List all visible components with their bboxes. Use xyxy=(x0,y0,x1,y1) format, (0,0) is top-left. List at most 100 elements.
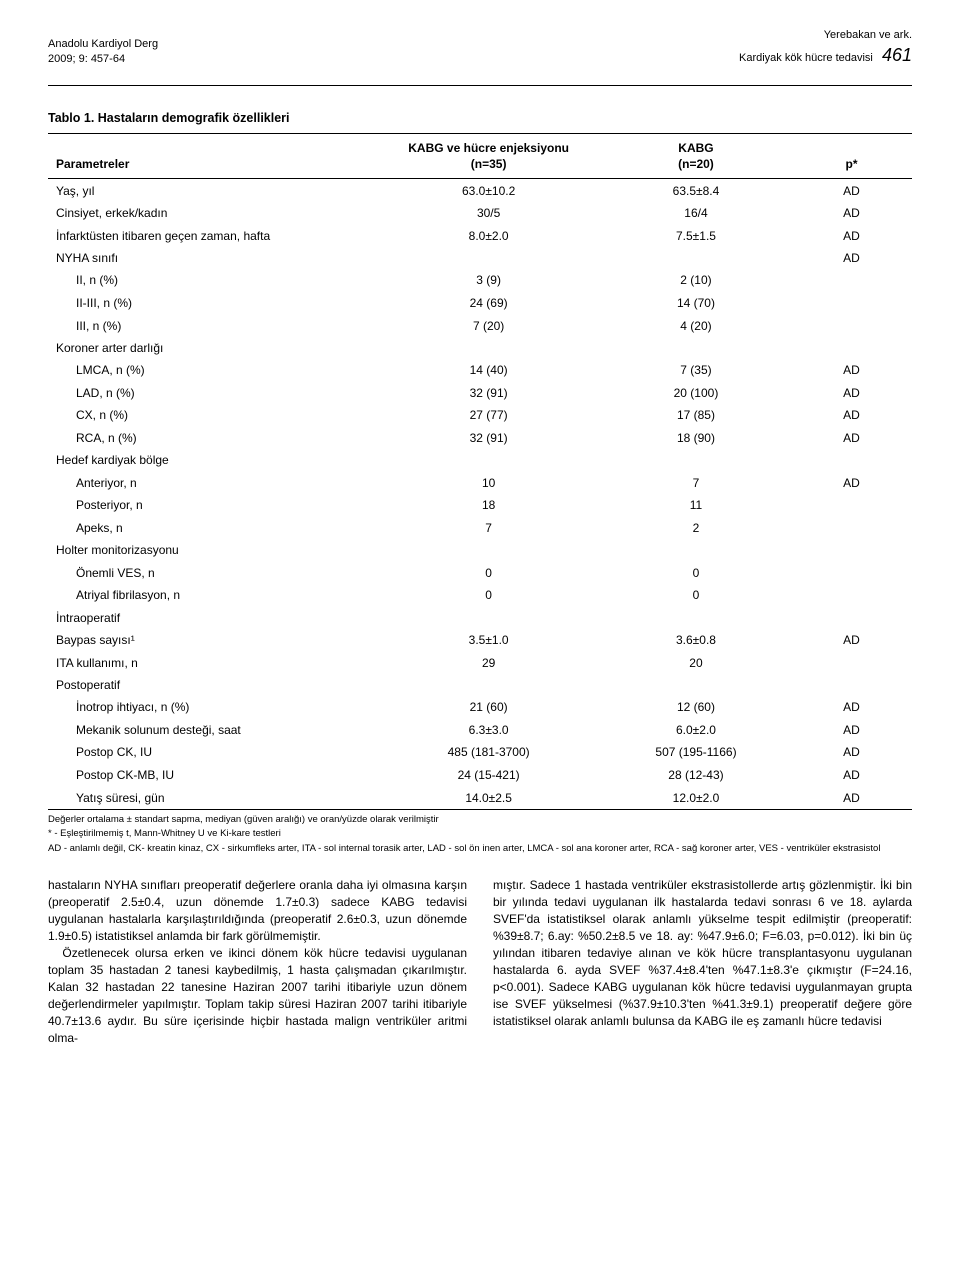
table-row: Baypas sayısı¹3.5±1.03.6±0.8AD xyxy=(48,629,912,652)
cell-label: İntraoperatif xyxy=(48,607,376,629)
cell-v2: 14 (70) xyxy=(601,292,791,315)
cell-v1: 29 xyxy=(376,651,601,674)
cell-p: AD xyxy=(791,225,912,248)
cell-label: Yaş, yıl xyxy=(48,179,376,202)
cell-v2: 507 (195-1166) xyxy=(601,741,791,764)
footnote-line: Değerler ortalama ± standart sapma, medi… xyxy=(48,814,912,826)
cell-v2: 7 (35) xyxy=(601,359,791,382)
cell-label: İnfarktüsten itibaren geçen zaman, hafta xyxy=(48,225,376,248)
cell-label: Postop CK-MB, IU xyxy=(48,764,376,787)
cell-v2: 28 (12-43) xyxy=(601,764,791,787)
col-group2-n: (n=20) xyxy=(678,157,714,171)
cell-v1 xyxy=(376,539,601,561)
demographics-table: Parametreler KABG ve hücre enjeksiyonu (… xyxy=(48,133,912,810)
paragraph: mıştır. Sadece 1 hastada ventriküler eks… xyxy=(493,877,912,1030)
cell-label: Koroner arter darlığı xyxy=(48,337,376,359)
cell-label: II, n (%) xyxy=(48,269,376,292)
cell-v1: 21 (60) xyxy=(376,696,601,719)
cell-p: AD xyxy=(791,741,912,764)
cell-p: AD xyxy=(791,719,912,742)
cell-label: LAD, n (%) xyxy=(48,382,376,405)
cell-v2: 7 xyxy=(601,472,791,495)
table-row: Yatış süresi, gün14.0±2.512.0±2.0AD xyxy=(48,786,912,809)
table-row: ITA kullanımı, n2920 xyxy=(48,651,912,674)
cell-v2: 20 xyxy=(601,651,791,674)
cell-label: Cinsiyet, erkek/kadın xyxy=(48,202,376,225)
cell-v1: 18 xyxy=(376,494,601,517)
table-row: Postop CK-MB, IU24 (15-421)28 (12-43)AD xyxy=(48,764,912,787)
cell-v2: 2 xyxy=(601,517,791,540)
cell-p xyxy=(791,674,912,696)
table-row: Postoperatif xyxy=(48,674,912,696)
cell-p xyxy=(791,561,912,584)
cell-label: II-III, n (%) xyxy=(48,292,376,315)
header-left: Anadolu Kardiyol Derg 2009; 9: 457-64 xyxy=(48,37,158,67)
table-row: CX, n (%)27 (77)17 (85)AD xyxy=(48,404,912,427)
table-row: Yaş, yıl63.0±10.263.5±8.4AD xyxy=(48,179,912,202)
cell-v2: 16/4 xyxy=(601,202,791,225)
cell-label: Hedef kardiyak bölge xyxy=(48,449,376,471)
table-body: Yaş, yıl63.0±10.263.5±8.4ADCinsiyet, erk… xyxy=(48,179,912,810)
table-row: Apeks, n72 xyxy=(48,517,912,540)
header-right: Yerebakan ve ark. Kardiyak kök hücre ted… xyxy=(739,28,912,67)
table-row: Atriyal fibrilasyon, n00 xyxy=(48,584,912,607)
cell-v2 xyxy=(601,674,791,696)
cell-p xyxy=(791,517,912,540)
cell-label: Postoperatif xyxy=(48,674,376,696)
cell-label: NYHA sınıfı xyxy=(48,247,376,269)
cell-v1: 63.0±10.2 xyxy=(376,179,601,202)
cell-label: LMCA, n (%) xyxy=(48,359,376,382)
cell-v2: 18 (90) xyxy=(601,427,791,450)
cell-p: AD xyxy=(791,696,912,719)
cell-p xyxy=(791,337,912,359)
cell-p: AD xyxy=(791,359,912,382)
body-text: hastaların NYHA sınıfları preoperatif de… xyxy=(48,877,912,1047)
cell-v1: 10 xyxy=(376,472,601,495)
cell-v1: 24 (69) xyxy=(376,292,601,315)
cell-v2 xyxy=(601,337,791,359)
table-footnotes: Değerler ortalama ± standart sapma, medi… xyxy=(48,814,912,855)
col-group2-label: KABG xyxy=(678,141,713,155)
cell-v1: 27 (77) xyxy=(376,404,601,427)
cell-v2: 11 xyxy=(601,494,791,517)
cell-label: Anteriyor, n xyxy=(48,472,376,495)
table-row: Posteriyor, n1811 xyxy=(48,494,912,517)
page-number: 461 xyxy=(882,45,912,65)
cell-v1: 7 (20) xyxy=(376,314,601,337)
cell-label: Postop CK, IU xyxy=(48,741,376,764)
header-rule xyxy=(48,85,912,86)
cell-v1: 7 xyxy=(376,517,601,540)
cell-p: AD xyxy=(791,404,912,427)
cell-v2: 2 (10) xyxy=(601,269,791,292)
cell-p: AD xyxy=(791,786,912,809)
table-caption: Tablo 1. Hastaların demografik özellikle… xyxy=(48,110,912,127)
col-group2: KABG (n=20) xyxy=(601,134,791,179)
cell-v1: 32 (91) xyxy=(376,427,601,450)
cell-v1: 0 xyxy=(376,584,601,607)
cell-p xyxy=(791,314,912,337)
col-group1-n: (n=35) xyxy=(471,157,507,171)
cell-v1: 14.0±2.5 xyxy=(376,786,601,809)
cell-label: RCA, n (%) xyxy=(48,427,376,450)
cell-v2 xyxy=(601,449,791,471)
table-row: II-III, n (%)24 (69)14 (70) xyxy=(48,292,912,315)
table-row: Holter monitorizasyonu xyxy=(48,539,912,561)
table-row: II, n (%)3 (9)2 (10) xyxy=(48,269,912,292)
cell-p: AD xyxy=(791,764,912,787)
cell-v2: 17 (85) xyxy=(601,404,791,427)
cell-p: AD xyxy=(791,472,912,495)
cell-v1: 24 (15-421) xyxy=(376,764,601,787)
cell-v2: 12.0±2.0 xyxy=(601,786,791,809)
table-row: III, n (%)7 (20)4 (20) xyxy=(48,314,912,337)
cell-v2: 0 xyxy=(601,561,791,584)
cell-label: Yatış süresi, gün xyxy=(48,786,376,809)
col-group1: KABG ve hücre enjeksiyonu (n=35) xyxy=(376,134,601,179)
running-header: Anadolu Kardiyol Derg 2009; 9: 457-64 Ye… xyxy=(48,28,912,67)
cell-v1: 3 (9) xyxy=(376,269,601,292)
cell-v1: 485 (181-3700) xyxy=(376,741,601,764)
paragraph: Özetlenecek olursa erken ve ikinci dönem… xyxy=(48,945,467,1047)
cell-v2: 4 (20) xyxy=(601,314,791,337)
cell-v1 xyxy=(376,674,601,696)
cell-p xyxy=(791,449,912,471)
cell-label: Mekanik solunum desteği, saat xyxy=(48,719,376,742)
